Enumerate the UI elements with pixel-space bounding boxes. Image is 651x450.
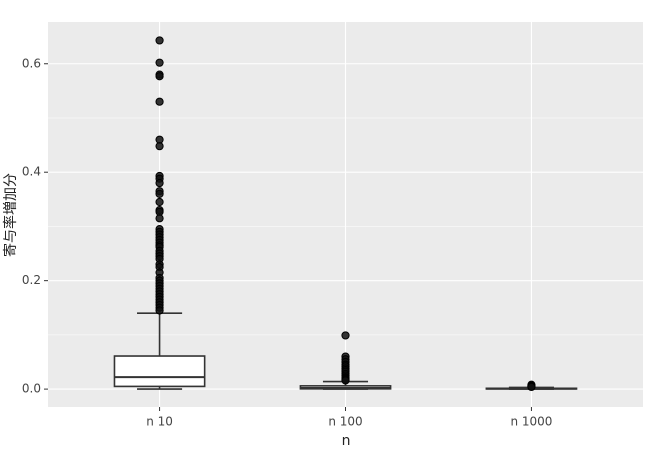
outlier <box>155 197 164 207</box>
outlier <box>155 142 164 151</box>
y-axis-title: 寄与率増加分 <box>2 173 19 257</box>
x-tick-label: n 1000 <box>510 415 552 429</box>
outlier <box>155 36 164 45</box>
outlier <box>527 382 536 392</box>
outlier <box>341 331 350 340</box>
outlier <box>155 97 164 106</box>
outlier <box>155 178 164 188</box>
x-tick-label: n 10 <box>146 415 173 429</box>
outlier <box>155 214 164 223</box>
outlier <box>155 72 164 81</box>
x-axis-title: n <box>342 433 351 449</box>
box <box>113 355 206 388</box>
y-tick-label: 0.4 <box>22 165 41 179</box>
outlier <box>155 189 164 198</box>
outlier <box>341 376 350 385</box>
outlier <box>155 58 164 67</box>
outlier <box>155 306 164 315</box>
x-tick-label: n 100 <box>328 415 362 429</box>
y-tick-label: 0.6 <box>22 56 41 70</box>
y-tick-label: 0.2 <box>22 273 41 287</box>
y-tick-label: 0.0 <box>22 382 41 396</box>
